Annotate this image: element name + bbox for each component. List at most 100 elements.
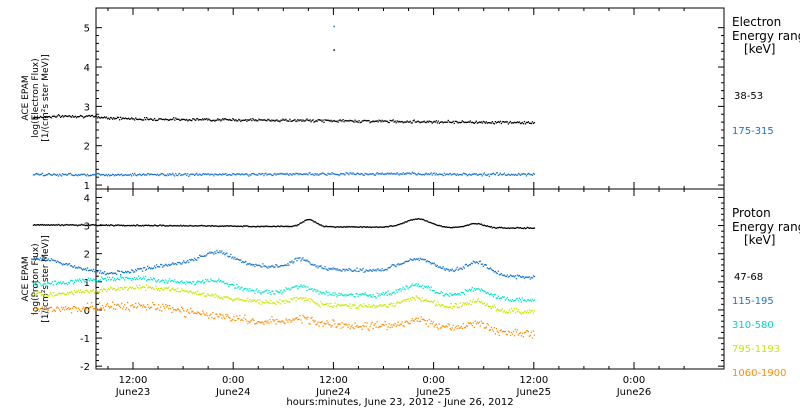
data-point [186, 225, 188, 227]
data-point [305, 285, 307, 288]
data-point [266, 289, 268, 291]
data-point [480, 320, 482, 322]
data-point [507, 299, 509, 301]
data-point [382, 292, 384, 294]
data-point [151, 224, 153, 227]
data-point [212, 252, 214, 254]
data-point [482, 322, 484, 324]
data-point [295, 300, 297, 302]
data-point [391, 292, 393, 294]
data-point [452, 305, 454, 308]
data-point [136, 175, 138, 177]
data-point [160, 306, 162, 308]
data-point [108, 117, 110, 119]
data-point [142, 306, 144, 308]
data-point [502, 274, 504, 276]
data-point [59, 174, 62, 176]
data-point [83, 308, 86, 310]
data-point [212, 295, 214, 297]
data-point [144, 286, 146, 289]
data-point [209, 314, 211, 316]
data-point [360, 303, 362, 306]
data-point [185, 283, 187, 285]
data-point [526, 276, 529, 278]
data-point [489, 306, 491, 308]
data-point [284, 225, 286, 228]
data-point [273, 225, 275, 227]
data-point [199, 173, 201, 175]
data-point [117, 288, 119, 291]
data-point [184, 290, 186, 292]
data-point [402, 286, 404, 288]
data-point [337, 269, 339, 271]
data-point [65, 115, 68, 117]
data-point [358, 305, 360, 307]
data-point [330, 225, 332, 228]
data-point [189, 258, 191, 261]
data-point [43, 259, 46, 261]
data-point [104, 305, 107, 308]
data-point [528, 122, 531, 124]
data-point [297, 119, 299, 121]
data-point [395, 289, 397, 291]
data-point [437, 174, 439, 176]
data-point [86, 302, 89, 304]
data-point [284, 264, 286, 266]
data-point [493, 327, 495, 329]
data-point [204, 118, 206, 120]
data-point [265, 299, 267, 301]
data-point [431, 323, 433, 325]
data-point [385, 226, 387, 228]
data-point [318, 223, 320, 225]
data-point [427, 260, 429, 263]
data-point [345, 268, 347, 270]
data-point [58, 115, 61, 117]
data-point [74, 279, 77, 281]
data-point [109, 276, 111, 279]
data-point [352, 326, 354, 329]
data-point [508, 275, 510, 278]
data-point [455, 120, 457, 123]
data-point [513, 174, 516, 176]
data-point [300, 296, 302, 299]
data-point [118, 270, 120, 272]
data-point [317, 290, 319, 292]
data-point [236, 173, 238, 175]
data-point [514, 328, 517, 330]
data-point [150, 118, 152, 120]
data-point [533, 275, 536, 278]
data-point [116, 289, 118, 291]
data-point [526, 310, 529, 312]
data-point [140, 225, 142, 227]
data-point [480, 263, 482, 265]
data-point [432, 321, 434, 323]
data-point [231, 298, 233, 301]
data-point [310, 298, 312, 300]
data-point [509, 227, 512, 229]
data-point [147, 118, 149, 120]
data-point [145, 289, 147, 291]
data-point [338, 226, 340, 228]
data-point [69, 265, 72, 267]
data-point [330, 173, 332, 175]
data-point [340, 327, 342, 329]
data-point [94, 115, 97, 117]
data-point [388, 172, 390, 174]
data-point [382, 305, 384, 307]
data-point [168, 286, 170, 288]
data-point [109, 175, 111, 177]
data-point [437, 120, 439, 122]
data-point [72, 266, 75, 268]
data-point [277, 266, 279, 268]
data-point [294, 258, 296, 260]
data-point [79, 310, 82, 312]
data-point [136, 307, 138, 309]
data-point [164, 281, 166, 284]
data-point [235, 174, 237, 176]
data-point [102, 288, 105, 290]
data-point [271, 119, 273, 121]
data-point [70, 312, 73, 314]
data-point [454, 302, 456, 305]
xtick-time-label: 12:00 [119, 375, 148, 386]
data-point [406, 221, 408, 223]
